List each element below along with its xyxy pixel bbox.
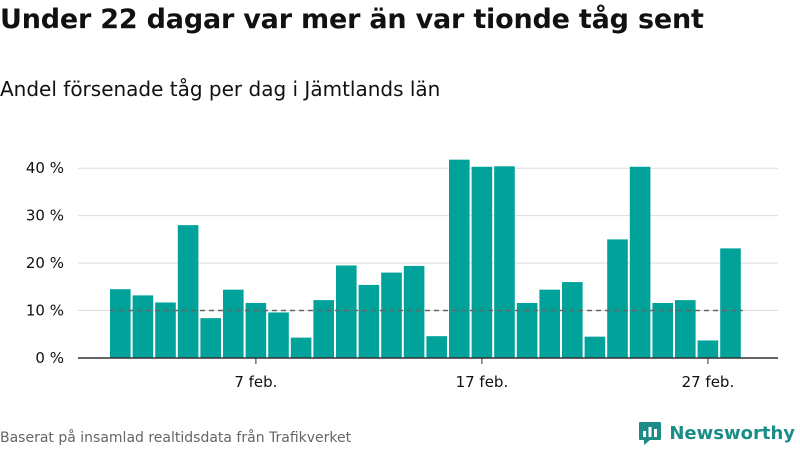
bar bbox=[516, 302, 538, 358]
bar bbox=[110, 289, 131, 358]
x-tick-label: 27 feb. bbox=[682, 373, 735, 391]
bar bbox=[494, 166, 515, 358]
brand-logo: Newsworthy bbox=[637, 420, 795, 446]
bar bbox=[652, 302, 673, 358]
bar bbox=[539, 289, 560, 358]
brand-name: Newsworthy bbox=[669, 422, 795, 444]
bar bbox=[449, 159, 470, 358]
axes: 0 % 10 % 20 % 30 % 40 % 7 feb. 17 feb. 27 feb. bbox=[26, 159, 778, 391]
bar bbox=[132, 295, 154, 358]
bar bbox=[313, 300, 334, 358]
chart-title: Under 22 dagar var mer än var tionde tåg… bbox=[0, 4, 704, 35]
bar bbox=[584, 336, 606, 358]
y-tick-label: 20 % bbox=[26, 254, 64, 272]
bar bbox=[426, 336, 447, 358]
bar bbox=[607, 239, 628, 359]
bar bbox=[336, 265, 357, 358]
bar bbox=[155, 302, 176, 358]
y-tick-label: 10 % bbox=[26, 302, 64, 320]
bars bbox=[110, 159, 741, 359]
bar bbox=[697, 340, 719, 358]
y-tick-label: 0 % bbox=[35, 349, 64, 367]
bar bbox=[471, 166, 493, 358]
bar bbox=[200, 318, 221, 358]
bar bbox=[720, 248, 741, 358]
newsworthy-logo-icon bbox=[639, 422, 662, 445]
bar bbox=[403, 265, 425, 358]
bar bbox=[290, 337, 312, 358]
bar bbox=[177, 225, 199, 358]
chart-subtitle: Andel försenade tåg per dag i Jämtlands … bbox=[0, 77, 441, 101]
bar bbox=[562, 282, 583, 358]
bar bbox=[223, 289, 244, 358]
bar bbox=[245, 302, 267, 358]
y-tick-label: 30 % bbox=[26, 207, 64, 225]
source-note: Baserat på insamlad realtidsdata från Tr… bbox=[0, 430, 352, 446]
bar bbox=[629, 166, 651, 358]
x-tick-label: 17 feb. bbox=[456, 373, 509, 391]
bar bbox=[675, 300, 696, 358]
bar bbox=[358, 284, 380, 358]
x-tick-label: 7 feb. bbox=[234, 373, 277, 391]
bar bbox=[268, 312, 289, 358]
y-tick-label: 40 % bbox=[26, 159, 64, 177]
bar bbox=[381, 272, 402, 358]
